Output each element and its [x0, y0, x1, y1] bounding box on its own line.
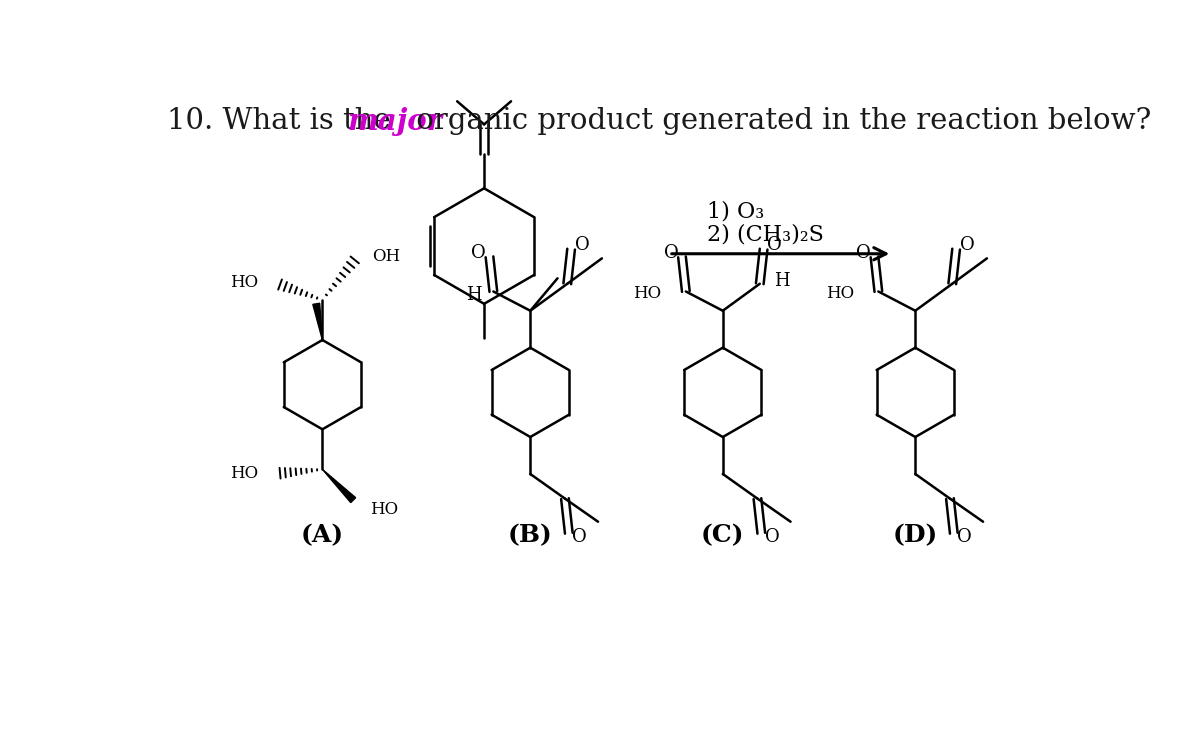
Text: HO: HO	[826, 284, 853, 301]
Text: HO: HO	[230, 465, 258, 481]
Text: 1) O₃: 1) O₃	[708, 201, 764, 223]
Text: 2) (CH₃)₂S: 2) (CH₃)₂S	[708, 223, 824, 245]
Text: (C): (C)	[701, 523, 744, 547]
Text: H: H	[774, 273, 790, 290]
Text: O: O	[572, 528, 587, 546]
Text: (A): (A)	[301, 523, 344, 547]
Polygon shape	[313, 304, 323, 340]
Text: O: O	[958, 528, 972, 546]
Text: O: O	[960, 236, 974, 254]
Text: O: O	[767, 236, 781, 254]
Text: H: H	[466, 287, 481, 304]
Text: O: O	[857, 244, 871, 262]
Text: HO: HO	[230, 273, 258, 291]
Text: O: O	[472, 244, 486, 262]
Text: O: O	[764, 528, 780, 546]
Text: O: O	[664, 244, 678, 262]
Text: organic product generated in the reaction below?: organic product generated in the reactio…	[407, 107, 1151, 135]
Text: O: O	[575, 236, 589, 254]
Text: HO: HO	[634, 284, 661, 301]
Text: major: major	[348, 107, 443, 137]
Text: (B): (B)	[508, 523, 553, 547]
Text: OH: OH	[372, 248, 400, 265]
Polygon shape	[323, 470, 355, 503]
Text: 10. What is the: 10. What is the	[167, 107, 400, 135]
Text: (D): (D)	[893, 523, 938, 547]
Text: HO: HO	[370, 501, 398, 518]
